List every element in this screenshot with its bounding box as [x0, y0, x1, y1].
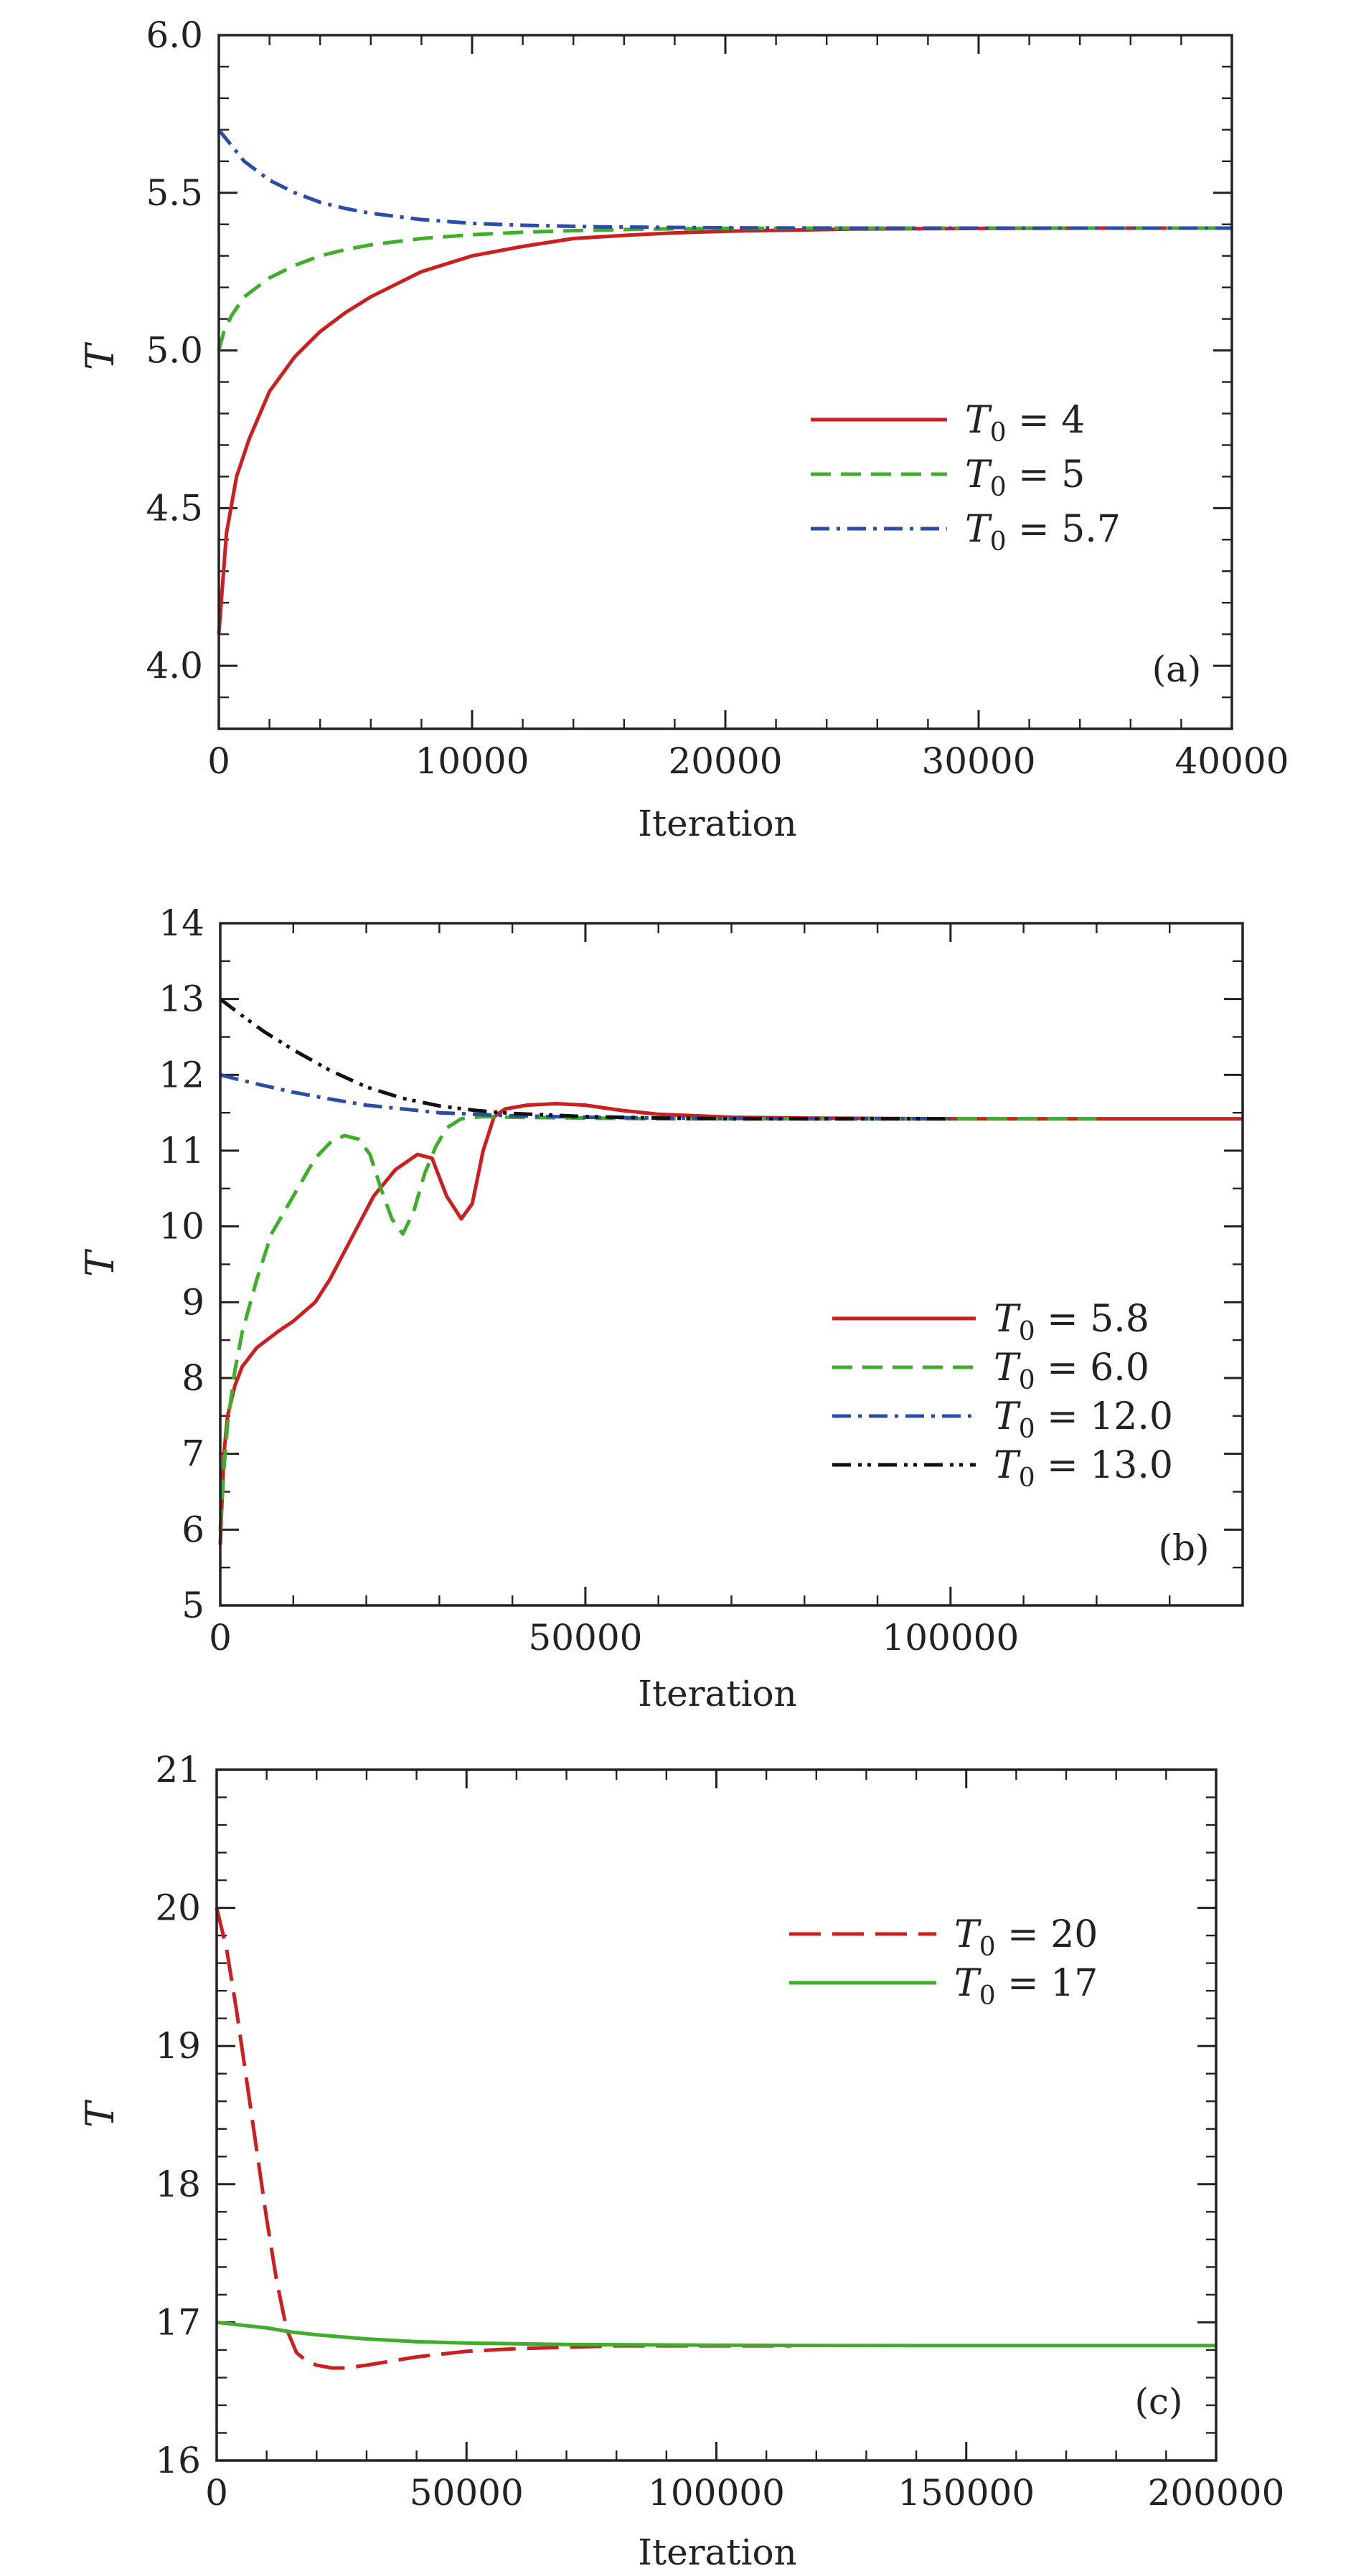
y-tick-label: 20: [155, 1887, 201, 1929]
y-tick-label: 21: [155, 1749, 201, 1791]
panel-b-x-axis-label: Iteration: [638, 1673, 797, 1714]
x-tick-label: 0: [205, 2472, 228, 2514]
y-tick-label: 19: [155, 2025, 201, 2067]
panel-a-y-axis-label: T: [77, 341, 123, 370]
panel-b-y-axis-label: T: [77, 1248, 123, 1277]
y-tick-label: 5: [182, 1585, 204, 1626]
x-tick-label: 40000: [1174, 740, 1289, 782]
y-tick-label: 7: [182, 1433, 204, 1475]
series-line-a-2: [217, 226, 1232, 352]
panel-a-series: [217, 128, 1232, 635]
series-line-b-3: [220, 1072, 951, 1121]
x-tick-label: 150000: [898, 2472, 1035, 2514]
panel-b-series: [218, 997, 1243, 1545]
panel-b-tag: (b): [1158, 1527, 1209, 1569]
series-line-c-2: [216, 2320, 1216, 2348]
y-tick-label: 8: [182, 1357, 204, 1399]
panel-a: 0 10000 20000 30000 40000 4.0 4.5 5.0 5.5 6.0 T I…: [77, 14, 1289, 844]
y-tick-label: 12: [159, 1054, 204, 1095]
x-tick-label: 30000: [921, 740, 1035, 782]
series-line-b-2: [218, 1115, 1097, 1530]
y-tick-label: 10: [159, 1206, 204, 1247]
legend-label: T0 = 5: [965, 453, 1085, 502]
panel-a-axes-frame: [217, 34, 1233, 730]
panel-c-axes-frame: [215, 1768, 1218, 2462]
x-tick-label: 100000: [648, 2472, 785, 2514]
x-tick-label: 20000: [668, 740, 782, 782]
y-tick-label: 6: [182, 1509, 204, 1550]
series-line-b-1: [218, 1102, 1243, 1545]
panel-a-tag: (a): [1152, 648, 1202, 690]
x-tick-label: 50000: [410, 2472, 524, 2514]
panel-c-ticks: 0 50000 100000 150000 200000 16 17 18 19 20 21: [155, 1749, 1284, 2514]
y-tick-label: 14: [159, 902, 204, 944]
legend-label: T0 = 5.7: [965, 508, 1121, 557]
legend-label: T0 = 12.0: [994, 1395, 1173, 1444]
panel-a-legend: T0 = 4 T0 = 5 T0 = 5.7: [811, 399, 1121, 557]
series-line-b-4: [219, 997, 951, 1121]
x-tick-label: 0: [207, 740, 230, 782]
y-tick-label: 9: [182, 1281, 204, 1323]
y-tick-label: 11: [159, 1130, 204, 1171]
panel-b-legend: T0 = 5.8T0 = 6.0T0 = 12.0T0 = 13.0: [832, 1298, 1173, 1493]
y-tick-label: 4.5: [146, 487, 203, 529]
legend-label: T0 = 17: [954, 1962, 1098, 2011]
y-tick-label: 5.0: [146, 330, 203, 372]
panel-c-series: [215, 1907, 1216, 2370]
x-tick-label: 50000: [528, 1617, 642, 1659]
series-line-c-1: [215, 1907, 791, 2370]
panel-c: 0 50000 100000 150000 200000 16 17 18 19 20 21 T I…: [77, 1749, 1284, 2573]
y-tick-label: 4.0: [146, 645, 203, 687]
legend-label: T0 = 5.8: [994, 1298, 1149, 1346]
x-tick-label: 0: [209, 1617, 232, 1659]
x-tick-label: 10000: [415, 740, 529, 782]
panel-c-y-axis-label: T: [77, 2099, 123, 2128]
panel-b-axes-frame: [219, 922, 1244, 1607]
y-tick-label: 18: [155, 2164, 201, 2205]
panel-c-x-axis-label: Iteration: [638, 2532, 797, 2573]
panel-a-ticks: 0 10000 20000 30000 40000 4.0 4.5 5.0 5.5 6.0: [146, 14, 1289, 782]
panel-c-tag: (c): [1134, 2381, 1182, 2422]
legend-label: T0 = 20: [954, 1913, 1098, 1962]
x-tick-label: 100000: [882, 1617, 1019, 1659]
legend-label: T0 = 13.0: [994, 1444, 1173, 1493]
y-tick-label: 13: [159, 978, 204, 1020]
y-tick-label: 16: [155, 2440, 201, 2481]
series-line-a-3: [217, 128, 1232, 230]
legend-label: T0 = 6.0: [994, 1346, 1149, 1395]
y-tick-label: 6.0: [146, 14, 203, 56]
y-tick-label: 5.5: [146, 172, 203, 214]
x-tick-label: 200000: [1148, 2472, 1285, 2514]
y-tick-label: 17: [155, 2301, 201, 2343]
panel-a-x-axis-label: Iteration: [638, 803, 797, 844]
panel-b-ticks: 0 50000 100000 5 6 7 8 9 10 11 12 13 14: [159, 902, 1244, 1659]
legend-label: T0 = 4: [965, 399, 1085, 448]
